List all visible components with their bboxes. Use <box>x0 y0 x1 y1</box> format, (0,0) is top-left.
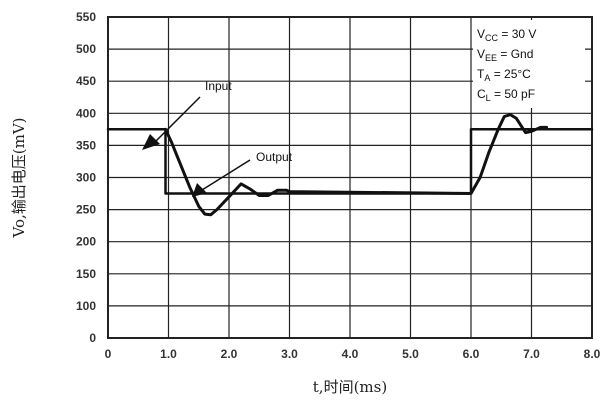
x-tick-label: 5.0 <box>402 347 419 361</box>
y-tick-label: 550 <box>76 10 96 24</box>
test-condition-line: TA = 25°C <box>477 67 531 83</box>
y-tick-label: 450 <box>76 74 96 88</box>
input-arrowhead <box>142 134 160 150</box>
y-tick-label: 250 <box>76 203 96 217</box>
y-axis-label: Vo,输出电压(mV) <box>10 117 28 238</box>
test-conditions: VCC = 30 V VEE = Gnd TA = 25°C CL = 50 pF <box>473 20 585 108</box>
x-tick-label: 6.0 <box>463 347 480 361</box>
x-tick-label: 4.0 <box>342 347 359 361</box>
y-tick-label: 100 <box>76 299 96 313</box>
test-condition-line: VEE = Gnd <box>477 47 533 63</box>
x-tick-label: 1.0 <box>160 347 177 361</box>
output-annotation-label: Output <box>256 150 293 164</box>
input-annotation-label: Input <box>205 79 232 93</box>
x-tick-label: 7.0 <box>523 347 540 361</box>
x-tick-label: 8.0 <box>584 347 601 361</box>
series-line-input <box>106 128 594 195</box>
test-conditions-background <box>473 20 585 108</box>
y-tick-label: 400 <box>76 106 96 120</box>
x-tick-label: 3.0 <box>281 347 298 361</box>
series-group <box>106 113 594 217</box>
y-tick-label: 350 <box>76 138 96 152</box>
y-tick-label: 0 <box>89 331 96 345</box>
y-tick-labels: 0 100 150 200 250 300 350 400 450 500 550 <box>76 10 96 345</box>
x-axis-label: t,时间(ms) <box>313 378 387 396</box>
x-tick-labels: 0 1.0 2.0 3.0 4.0 5.0 6.0 7.0 8.0 <box>105 347 601 361</box>
series-line-output <box>164 113 549 217</box>
plot-frame <box>107 16 593 339</box>
input-annotation-arrow <box>154 96 201 143</box>
test-condition-line: CL = 50 pF <box>477 87 535 103</box>
y-tick-label: 200 <box>76 235 96 249</box>
x-tick-label: 0 <box>105 347 112 361</box>
y-tick-label: 500 <box>76 42 96 56</box>
x-tick-label: 2.0 <box>221 347 238 361</box>
y-tick-label: 300 <box>76 171 96 185</box>
y-tick-label: 150 <box>76 267 96 281</box>
test-condition-line: VCC = 30 V <box>477 27 536 43</box>
output-annotation-arrow <box>201 159 251 191</box>
annotations: Input Output <box>142 79 293 197</box>
output-arrowhead <box>192 183 207 197</box>
